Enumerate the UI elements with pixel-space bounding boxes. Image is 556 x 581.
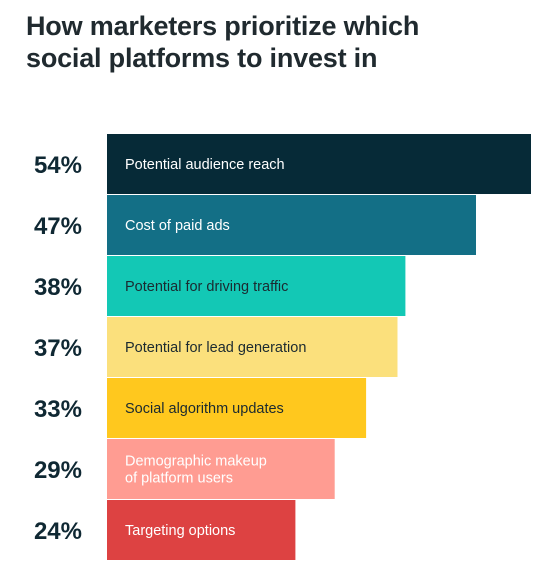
- category-label-3-line-1: Potential for driving traffic: [125, 279, 288, 295]
- value-label-1: 54%: [34, 152, 82, 179]
- category-label-3: Potential for driving traffic: [125, 279, 288, 295]
- bar-4: [107, 317, 398, 377]
- category-label-2: Cost of paid ads: [125, 218, 230, 234]
- value-label-3: 38%: [34, 274, 82, 301]
- chart-title-line-2: social platforms to invest in: [26, 43, 378, 73]
- category-label-5: Social algorithm updates: [125, 401, 284, 417]
- value-label-2: 47%: [34, 213, 82, 240]
- chart-title: How marketers prioritize which social pl…: [26, 10, 546, 74]
- value-label-5: 33%: [34, 396, 82, 423]
- bar-1: [107, 134, 531, 194]
- bar-3: [107, 256, 406, 316]
- value-label-6: 29%: [34, 457, 82, 484]
- bar-2: [107, 195, 476, 255]
- bar-5: [107, 378, 367, 438]
- category-label-4: Potential for lead generation: [125, 340, 306, 356]
- bar-6: [107, 439, 335, 499]
- value-label-4: 37%: [34, 335, 82, 362]
- category-label-7-line-1: Targeting options: [125, 523, 235, 539]
- category-label-1: Potential audience reach: [125, 157, 285, 173]
- category-label-7: Targeting options: [125, 523, 235, 539]
- value-label-7: 24%: [34, 518, 82, 545]
- chart-title-line-1: How marketers prioritize which: [26, 11, 420, 41]
- category-label-1-line-1: Potential audience reach: [125, 157, 285, 173]
- category-label-2-line-1: Cost of paid ads: [125, 218, 230, 234]
- category-label-6: Demographic makeup of platform users: [125, 454, 267, 487]
- category-label-4-line-1: Potential for lead generation: [125, 340, 306, 356]
- category-label-6-line-1: Demographic makeup: [125, 454, 267, 470]
- category-label-6-line-2: of platform users: [125, 471, 233, 487]
- bar-7: [107, 500, 296, 560]
- category-label-5-line-1: Social algorithm updates: [125, 401, 284, 417]
